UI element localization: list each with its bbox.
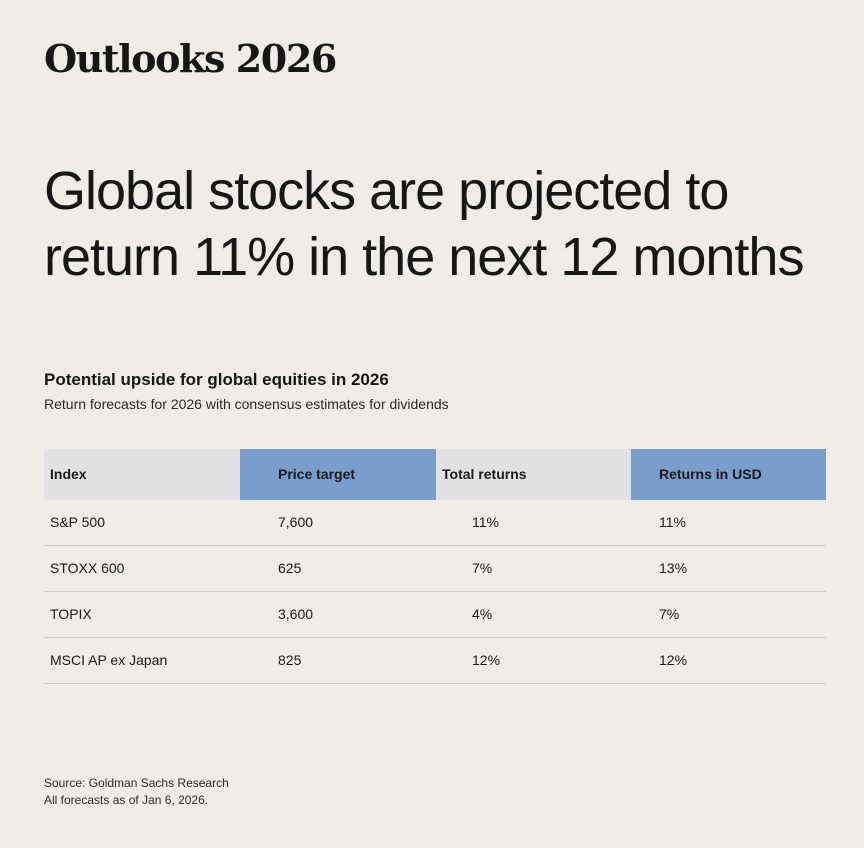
footnote: Source: Goldman Sachs Research All forec… [44, 775, 229, 809]
table-header: Index Price target Total returns Returns… [44, 449, 826, 500]
cell-total-returns: 7% [472, 560, 493, 576]
brand-logo: Outlooks 2026 [44, 36, 337, 81]
cell-total-returns: 12% [472, 652, 501, 668]
cell-returns-usd: 11% [659, 514, 686, 530]
cell-total-returns: 4% [472, 606, 493, 622]
column-header-index: Index [50, 466, 87, 482]
cell-index: TOPIX [50, 606, 92, 622]
cell-total-returns: 11% [472, 514, 499, 530]
column-header-total-returns: Total returns [442, 466, 527, 482]
cell-price-target: 625 [278, 560, 302, 576]
as-of-note: All forecasts as of Jan 6, 2026. [44, 793, 209, 807]
cell-returns-usd: 7% [659, 606, 680, 622]
cell-returns-usd: 13% [659, 560, 688, 576]
table-row: MSCI AP ex Japan 825 12% 12% [44, 638, 826, 684]
table-row: S&P 500 7,600 11% 11% [44, 500, 826, 546]
chart-title: Potential upside for global equities in … [44, 370, 389, 389]
headline-line-2: return 11% in the next 12 months [44, 227, 804, 287]
cell-returns-usd: 12% [659, 652, 688, 668]
table-row: TOPIX 3,600 4% 7% [44, 592, 826, 638]
source-note: Source: Goldman Sachs Research [44, 776, 229, 790]
table-row: STOXX 600 625 7% 13% [44, 546, 826, 592]
forecast-table: Index Price target Total returns Returns… [44, 449, 826, 684]
cell-index: S&P 500 [50, 514, 106, 530]
cell-price-target: 825 [278, 652, 302, 668]
cell-index: MSCI AP ex Japan [50, 652, 168, 668]
headline-line-1: Global stocks are projected to [44, 161, 729, 221]
cell-price-target: 7,600 [278, 514, 314, 530]
cell-price-target: 3,600 [278, 606, 314, 622]
headline: Global stocks are projected to return 11… [44, 158, 844, 290]
column-header-price-target: Price target [240, 449, 436, 500]
chart-subtitle: Return forecasts for 2026 with consensus… [44, 396, 449, 412]
column-header-returns-usd: Returns in USD [631, 449, 826, 500]
cell-index: STOXX 600 [50, 560, 125, 576]
